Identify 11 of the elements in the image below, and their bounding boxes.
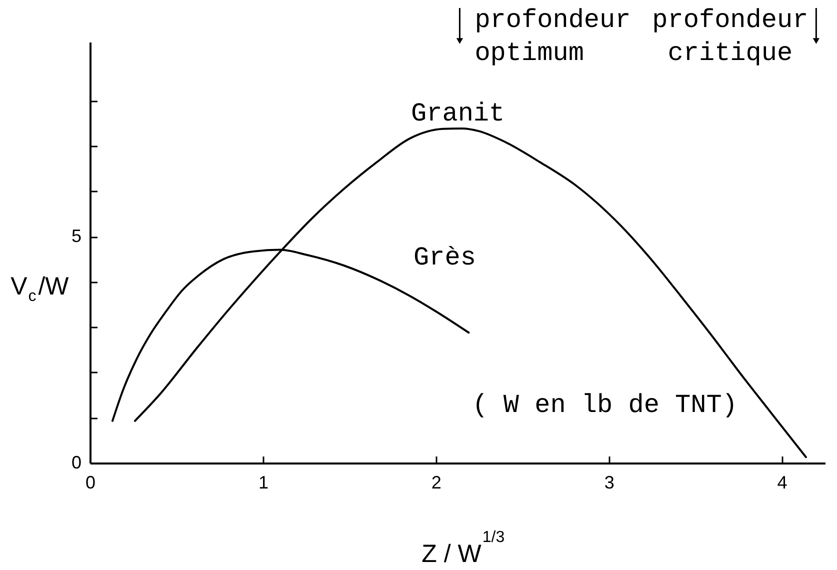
series-label: Granit: [411, 98, 505, 128]
series-label: Grès: [414, 242, 476, 273]
x-tick-label: 1: [258, 472, 268, 492]
x-tick-label: 2: [431, 472, 442, 492]
x-tick-label: 0: [85, 472, 96, 492]
annotation: ( W en lb de TNT): [472, 390, 738, 420]
annotation: profondeur optimum: [474, 5, 631, 68]
x-tick-label: 4: [777, 472, 788, 492]
x-tick-label: 3: [604, 472, 614, 492]
y-tick-label: 5: [71, 226, 82, 246]
annotation: profondeur critique: [652, 5, 808, 68]
